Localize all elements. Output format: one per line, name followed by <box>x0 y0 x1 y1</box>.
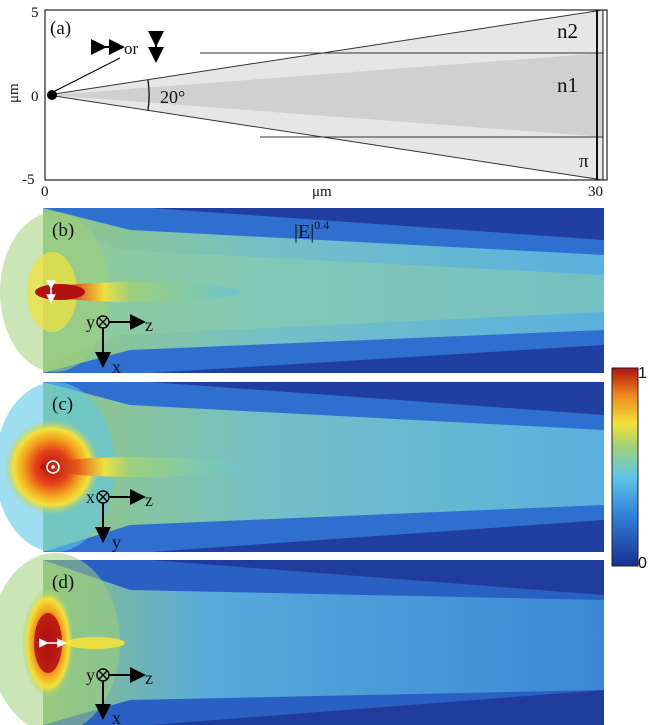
axis-v-label: x <box>112 708 121 725</box>
axis-out-label: y <box>86 665 95 685</box>
core-wedge <box>48 53 603 137</box>
x-axis-unit: μm <box>312 184 332 200</box>
axis-h-label: z <box>145 490 153 510</box>
panel-b-label: (b) <box>52 220 74 241</box>
y-axis-unit: μm <box>6 83 22 103</box>
axis-v-label: x <box>112 357 121 377</box>
axis-h-label: z <box>145 315 153 335</box>
axis-out-label: y <box>86 312 95 332</box>
axis-out-label: x <box>86 487 95 507</box>
n2-label: n2 <box>557 19 578 43</box>
colorbar: 1 0 <box>611 365 647 572</box>
panel-a: (a) or 20° n2 n1 π 5 0 -5 0 30 μm μm <box>6 5 608 200</box>
panel-a-label: (a) <box>50 18 71 39</box>
pointer-line <box>54 57 121 92</box>
x-tick-0: 0 <box>41 184 49 200</box>
beam-core <box>40 457 240 477</box>
field-title: |E|0.4 <box>294 218 329 243</box>
or-label: or <box>124 39 139 58</box>
panel-d-label: (d) <box>52 572 74 593</box>
axes-triad-d: y z x <box>86 665 153 725</box>
panel-d: (d) y z x <box>0 553 604 725</box>
y-tick-0: 0 <box>31 89 39 105</box>
source-spot <box>35 284 85 300</box>
x-tick-30: 30 <box>588 184 603 200</box>
n1-label: n1 <box>557 73 578 97</box>
colorbar-gradient <box>611 367 639 567</box>
panel-c: (c) x z y <box>0 382 604 552</box>
angle-arc <box>147 79 150 111</box>
beam-core <box>65 637 125 649</box>
pi-label: π <box>579 151 589 172</box>
angle-label: 20° <box>160 87 185 107</box>
axis-h-label: z <box>145 668 153 688</box>
y-tick-5: 5 <box>31 5 39 21</box>
beam-core <box>40 282 240 302</box>
axes-triad-b: y z x <box>86 312 153 377</box>
axes-triad-c: x z y <box>86 487 153 552</box>
colorbar-max: 1 <box>638 365 647 382</box>
y-tick-minus5: -5 <box>22 172 35 188</box>
panel-b: (b) |E|0.4 y z x <box>0 208 604 377</box>
out-of-plane-pol-icon <box>46 460 60 474</box>
axis-v-label: y <box>112 532 121 552</box>
colorbar-min: 0 <box>638 555 647 572</box>
source-dot <box>47 90 57 100</box>
panel-c-label: (c) <box>52 394 73 415</box>
